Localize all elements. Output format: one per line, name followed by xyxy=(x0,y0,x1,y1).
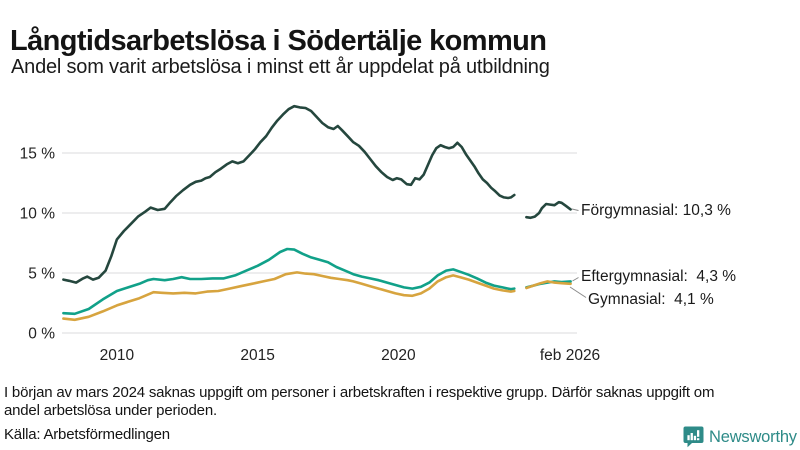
series-line-gymnasial xyxy=(525,280,572,290)
series-label-eftergymnasial: Eftergymnasial: 4,3 % xyxy=(581,268,737,285)
x-tick-label: 2020 xyxy=(381,347,416,364)
data-gap-footnote: I början av mars 2024 saknas uppgift om … xyxy=(4,384,796,420)
label-connector-gymnasial xyxy=(569,286,587,298)
series-label-gymnasial: Gymnasial: 4,1 % xyxy=(588,291,714,308)
x-tick-label: feb 2026 xyxy=(540,347,600,364)
label-connector-eftergymnasial xyxy=(572,277,579,282)
series-line-förgymnasial xyxy=(62,104,516,284)
y-tick-label: 5 % xyxy=(28,266,55,283)
series-line-eftergymnasial xyxy=(62,247,516,316)
series-line-förgymnasial xyxy=(525,200,572,220)
x-tick-label: 2010 xyxy=(100,347,135,364)
y-tick-label: 0 % xyxy=(28,326,55,343)
series-line-gymnasial xyxy=(62,271,516,322)
footnote-line-1: I början av mars 2024 saknas uppgift om … xyxy=(4,384,715,401)
chart-subtitle: Andel som varit arbetslösa i minst ett å… xyxy=(11,56,550,78)
x-tick-label: 2015 xyxy=(240,347,274,364)
newsworthy-wordmark: Newsworthy xyxy=(709,427,797,446)
y-tick-label: 10 % xyxy=(20,206,56,223)
footnote-line-2: andel arbetslösa under perioden. xyxy=(4,402,217,419)
label-connector-förgymnasial xyxy=(571,208,579,211)
newsworthy-logo-icon xyxy=(683,426,704,448)
source-credit: Källa: Arbetsförmedlingen xyxy=(4,426,170,443)
page-title: Långtidsarbetslösa i Södertälje kommun xyxy=(10,25,547,58)
series-label-forgymnasial: Förgymnasial: 10,3 % xyxy=(581,202,731,219)
newsworthy-brand: Newsworthy xyxy=(683,426,797,448)
y-tick-label: 15 % xyxy=(20,146,56,163)
